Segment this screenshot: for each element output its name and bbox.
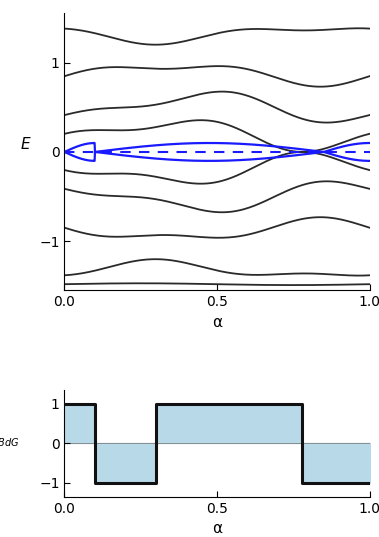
X-axis label: α: α	[212, 521, 222, 536]
Y-axis label: $Q_{BdG}$: $Q_{BdG}$	[0, 432, 20, 449]
Y-axis label: E: E	[20, 137, 30, 152]
X-axis label: α: α	[212, 315, 222, 330]
